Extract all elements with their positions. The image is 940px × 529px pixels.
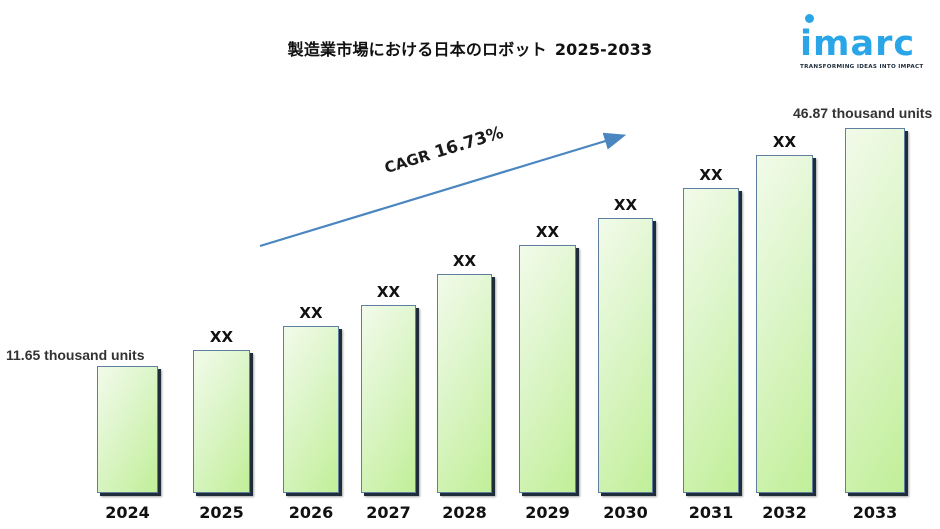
logo-wordmark: imarc bbox=[800, 24, 916, 64]
start-value-label: 11.65 thousand units bbox=[6, 347, 145, 363]
value-label-2025: XX bbox=[209, 328, 234, 346]
value-label-2031: XX bbox=[699, 166, 723, 184]
bar-2032 bbox=[756, 155, 813, 493]
x-tick-2030: 2030 bbox=[603, 503, 648, 522]
x-tick-2028: 2028 bbox=[442, 503, 487, 522]
chart-title-text: 製造業市場における日本のロボット bbox=[287, 40, 547, 59]
end-value-label: 46.87 thousand units bbox=[793, 105, 933, 121]
bar-2026 bbox=[283, 326, 339, 493]
x-tick-2027: 2027 bbox=[366, 503, 411, 522]
x-tick-2033: 2033 bbox=[852, 503, 898, 522]
x-tick-2026: 2026 bbox=[288, 503, 334, 522]
bar-2024 bbox=[97, 366, 158, 493]
bar-2031 bbox=[683, 188, 739, 493]
logo-tagline: TRANSFORMING IDEAS INTO IMPACT bbox=[800, 64, 924, 70]
value-label-2030: XX bbox=[613, 196, 638, 214]
value-label-2026: XX bbox=[299, 304, 323, 322]
logo-dot-icon bbox=[805, 14, 814, 23]
x-tick-2032: 2032 bbox=[762, 503, 807, 522]
x-tick-2024: 2024 bbox=[105, 503, 150, 522]
bar-2030 bbox=[598, 218, 653, 493]
x-tick-2029: 2029 bbox=[525, 503, 570, 522]
value-label-2027: XX bbox=[376, 283, 401, 301]
chart-title-years: 2025-2033 bbox=[554, 40, 653, 59]
x-tick-2025: 2025 bbox=[199, 503, 244, 522]
bar-2028 bbox=[437, 274, 492, 493]
bar-2033 bbox=[845, 128, 905, 493]
chart-title: 製造業市場における日本のロボット 2025-2033 bbox=[0, 36, 940, 60]
imarc-logo: imarc TRANSFORMING IDEAS INTO IMPACT bbox=[796, 14, 936, 74]
value-label-2032: XX bbox=[772, 133, 797, 151]
x-tick-2031: 2031 bbox=[688, 503, 734, 522]
bar-2029 bbox=[519, 245, 576, 493]
bar-2025 bbox=[193, 350, 250, 493]
value-label-2029: XX bbox=[535, 223, 560, 241]
value-label-2028: XX bbox=[452, 252, 477, 270]
bar-2027 bbox=[361, 305, 416, 493]
